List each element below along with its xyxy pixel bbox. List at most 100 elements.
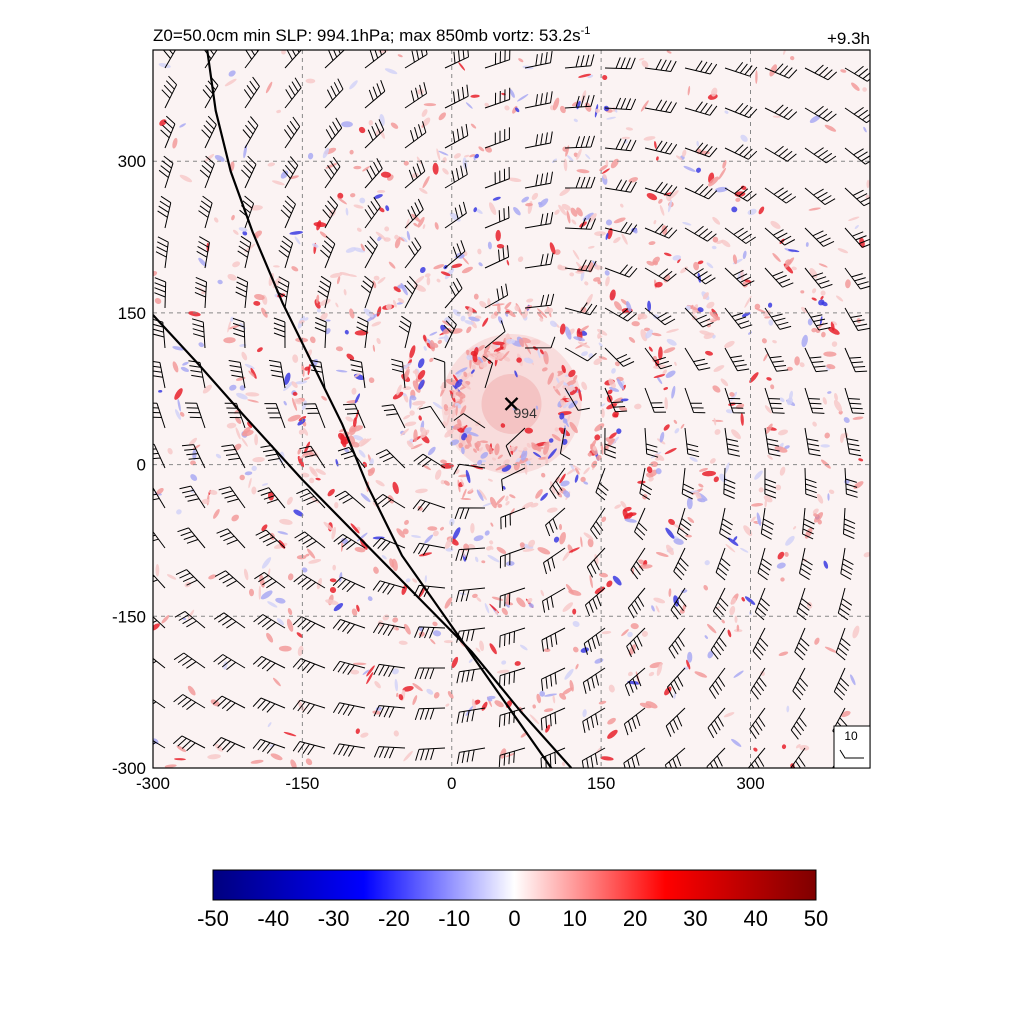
- vorticity-speckle: [292, 391, 298, 396]
- wind-barb: [153, 360, 166, 389]
- wind-barb: [404, 198, 424, 229]
- vorticity-speckle: [438, 112, 447, 121]
- vorticity-speckle: [607, 717, 616, 725]
- vorticity-speckle: [766, 377, 772, 381]
- wind-barb: [482, 355, 494, 389]
- vorticity-speckle: [733, 670, 744, 678]
- vorticity-speckle: [374, 128, 382, 136]
- vorticity-speckle: [376, 189, 386, 194]
- wind-barb: [254, 571, 286, 589]
- vorticity-speckle: [627, 631, 633, 638]
- wind-barb: [684, 142, 718, 158]
- vorticity-speckle: [267, 601, 278, 608]
- vorticity-speckle: [530, 502, 539, 508]
- vorticity-speckle: [601, 631, 612, 635]
- wind-barb: [162, 50, 176, 69]
- vorticity-speckle: [304, 317, 309, 321]
- wind-barb: [213, 612, 246, 629]
- vorticity-speckle: [523, 447, 528, 452]
- wind-barb: [444, 50, 469, 69]
- vorticity-speckle: [706, 301, 715, 309]
- wind-barb: [444, 163, 468, 189]
- wind-barb: [844, 227, 870, 248]
- vorticity-speckle: [329, 586, 337, 594]
- vorticity-speckle: [378, 207, 385, 213]
- vorticity-speckle: [536, 693, 541, 704]
- vorticity-speckle: [354, 373, 361, 378]
- vorticity-speckle: [687, 516, 695, 524]
- wind-barb: [582, 667, 606, 694]
- vorticity-speckle: [349, 427, 356, 436]
- vorticity-speckle: [576, 169, 590, 174]
- vorticity-speckle: [594, 434, 601, 441]
- vorticity-speckle: [406, 440, 414, 449]
- vorticity-speckle: [714, 429, 721, 435]
- vorticity-speckle: [736, 624, 740, 632]
- vorticity-speckle: [422, 176, 430, 189]
- vorticity-speckle: [518, 58, 524, 63]
- wind-barb: [191, 318, 206, 349]
- vorticity-speckle: [301, 400, 307, 411]
- vorticity-speckle: [852, 416, 864, 420]
- vorticity-speckle: [232, 261, 241, 268]
- vorticity-speckle: [582, 709, 587, 718]
- wind-barb: [356, 316, 369, 349]
- wind-barb: [153, 402, 166, 429]
- vorticity-speckle: [708, 176, 719, 187]
- vorticity-speckle: [460, 405, 467, 416]
- vorticity-speckle: [832, 321, 838, 326]
- vorticity-speckle: [231, 214, 235, 221]
- wind-barb: [750, 667, 767, 700]
- vorticity-speckle: [580, 476, 586, 483]
- vorticity-speckle: [239, 474, 245, 481]
- wind-barb: [757, 547, 772, 581]
- wind-barb: [444, 240, 466, 269]
- vorticity-speckle: [558, 204, 567, 216]
- vorticity-speckle: [565, 380, 577, 387]
- vorticity-speckle: [202, 384, 212, 394]
- vorticity-speckle: [376, 306, 382, 317]
- vorticity-speckle: [561, 364, 566, 374]
- vorticity-speckle: [412, 695, 418, 706]
- vorticity-speckle: [548, 438, 554, 443]
- wind-barb: [634, 507, 648, 541]
- vorticity-speckle: [729, 392, 735, 397]
- vorticity-speckle: [567, 155, 574, 162]
- vorticity-speckle: [471, 364, 476, 371]
- wind-barb: [455, 547, 486, 562]
- wind-barb: [684, 427, 700, 458]
- vorticity-speckle: [648, 671, 655, 677]
- vorticity-speckle: [609, 432, 617, 439]
- vorticity-speckle: [187, 609, 195, 620]
- vorticity-speckle: [767, 302, 773, 308]
- vorticity-speckle: [375, 231, 387, 240]
- vorticity-speckle: [355, 728, 360, 734]
- wind-barb: [796, 587, 812, 621]
- vorticity-speckle: [605, 438, 615, 449]
- vorticity-speckle: [722, 159, 727, 169]
- vorticity-speckle: [460, 478, 465, 487]
- wind-barb: [754, 587, 770, 621]
- vorticity-speckle: [251, 465, 257, 472]
- vorticity-speckle: [793, 526, 797, 530]
- vorticity-speckle: [417, 358, 425, 369]
- vorticity-speckle: [724, 340, 735, 348]
- vorticity-speckle: [764, 499, 767, 508]
- vorticity-speckle: [537, 547, 551, 555]
- vorticity-speckle: [192, 444, 201, 450]
- vorticity-speckle: [659, 204, 665, 216]
- wind-barb: [804, 267, 833, 289]
- vorticity-speckle: [689, 456, 698, 462]
- vorticity-speckle: [325, 319, 331, 322]
- vorticity-speckle: [594, 423, 605, 432]
- vorticity-speckle: [493, 346, 504, 353]
- vorticity-speckle: [517, 94, 529, 102]
- vorticity-speckle: [412, 683, 423, 692]
- vorticity-speckle: [731, 738, 742, 747]
- wind-barb: [559, 427, 571, 460]
- vorticity-speckle: [429, 357, 434, 363]
- wind-barb: [724, 144, 758, 160]
- vorticity-speckle: [433, 692, 440, 699]
- wind-barb: [724, 307, 753, 329]
- vorticity-speckle: [562, 687, 573, 695]
